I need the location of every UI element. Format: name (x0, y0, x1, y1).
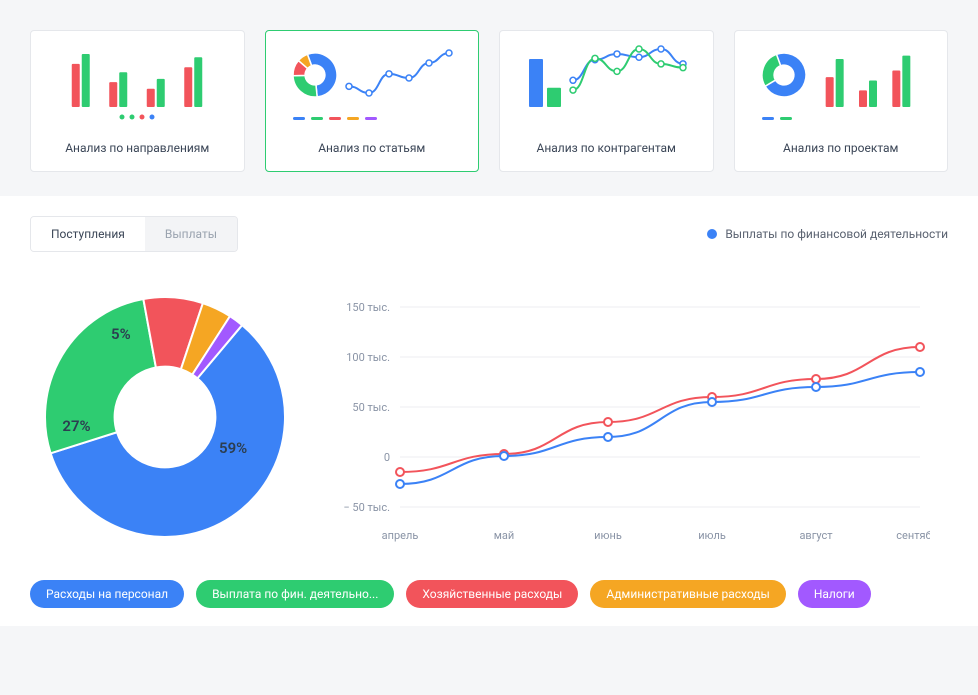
svg-text:100 тыс.: 100 тыс. (346, 351, 390, 364)
svg-text:сентябрь: сентябрь (896, 529, 930, 542)
card-label: Анализ по направлениям (65, 141, 209, 155)
charts-row: 59% 27% 5% − 50 тыс. 0 50 тыс. 100 тыс. 150 ты… (30, 282, 948, 552)
donut-slice-label: 5% (111, 325, 131, 343)
analysis-card-row: Анализ по направлениям Анализ по статьям… (0, 0, 978, 196)
category-pill[interactable]: Налоги (798, 580, 871, 608)
tab-payments[interactable]: Выплаты (145, 217, 237, 251)
card-preview-projects (745, 43, 938, 129)
svg-text:июнь: июнь (594, 529, 622, 542)
donut-chart: 59% 27% 5% (30, 282, 300, 552)
card-preview-directions (41, 43, 234, 129)
card-label: Анализ по проектам (783, 141, 898, 155)
card-projects[interactable]: Анализ по проектам (734, 30, 949, 172)
tabs-row: Поступления Выплаты Выплаты по финансово… (30, 216, 948, 252)
category-pill[interactable]: Выплата по фин. деятельно... (196, 580, 394, 608)
svg-text:0: 0 (384, 451, 390, 464)
svg-text:июль: июль (698, 529, 726, 542)
tab-income[interactable]: Поступления (31, 217, 145, 251)
donut-slice-label: 27% (62, 417, 90, 435)
card-label: Анализ по контрагентам (537, 141, 676, 155)
tabs: Поступления Выплаты (30, 216, 238, 252)
legend-dot-icon (707, 229, 717, 239)
category-pill[interactable]: Административные расходы (590, 580, 785, 608)
line-chart: − 50 тыс. 0 50 тыс. 100 тыс. 150 тыс. апрель м… (330, 287, 948, 547)
card-directions[interactable]: Анализ по направлениям (30, 30, 245, 172)
svg-text:май: май (494, 529, 515, 542)
card-label: Анализ по статьям (318, 141, 425, 155)
svg-text:апрель: апрель (382, 529, 419, 542)
card-counterparties[interactable]: Анализ по контрагентам (499, 30, 714, 172)
svg-text:− 50 тыс.: − 50 тыс. (343, 501, 390, 514)
svg-text:август: август (799, 529, 833, 542)
category-pill[interactable]: Хозяйственные расходы (406, 580, 578, 608)
top-legend: Выплаты по финансовой деятельности (707, 227, 948, 241)
svg-text:150 тыс.: 150 тыс. (346, 301, 390, 314)
card-articles[interactable]: Анализ по статьям (265, 30, 480, 172)
top-legend-label: Выплаты по финансовой деятельности (725, 227, 948, 241)
category-pills: Расходы на персонал Выплата по фин. деяте… (30, 580, 948, 608)
main-panel: Поступления Выплаты Выплаты по финансово… (0, 196, 978, 626)
svg-text:50 тыс.: 50 тыс. (352, 401, 390, 414)
card-preview-counterparties (510, 43, 703, 129)
category-pill[interactable]: Расходы на персонал (30, 580, 184, 608)
donut-slice-label: 59% (219, 439, 247, 457)
card-preview-articles (276, 43, 469, 129)
